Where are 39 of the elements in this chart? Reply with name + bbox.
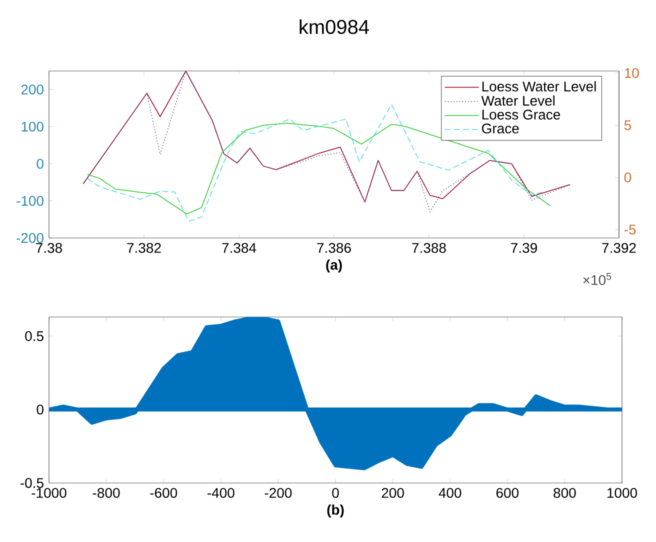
y-tick-label: 0 — [36, 158, 44, 169]
x-axis-title: (a) — [326, 260, 342, 273]
x-tick-label: 1000 — [607, 488, 638, 498]
y2-tick-label: 10 — [624, 68, 639, 78]
legend-label: Grace — [482, 124, 519, 134]
y-tick-label: 200 — [21, 84, 44, 95]
y2-tick-label: 5 — [624, 120, 632, 130]
x-tick-label: 7.38 — [36, 242, 62, 253]
legend-label: Loess Water Level — [482, 81, 596, 92]
y-tick-label: 0.5 — [25, 331, 44, 342]
line-series — [87, 122, 551, 214]
y-tick-label: 0 — [36, 404, 44, 415]
y-tick-label: 100 — [22, 122, 44, 132]
x-tick-label: 800 — [554, 488, 576, 498]
y-tick-label: -200 — [16, 233, 44, 243]
x-tick-label: -600 — [150, 488, 178, 498]
x-tick-label: 600 — [496, 488, 519, 498]
y2-tick-label: -5 — [624, 224, 636, 235]
x-tick-label: 200 — [382, 488, 404, 498]
x-tick-label: 7.392 — [602, 242, 636, 253]
x-tick-label: 400 — [438, 488, 462, 498]
x-tick-label: -200 — [264, 488, 292, 498]
y-tick-label: -0.5 — [20, 478, 44, 488]
x-tick-label: 7.388 — [412, 242, 446, 253]
chart-title: km0984 — [300, 19, 369, 34]
x-tick-label: 0 — [332, 488, 339, 498]
x-tick-label: 7.39 — [511, 242, 537, 253]
legend-label: Loess Grace — [482, 110, 560, 120]
x-tick-label: -1000 — [32, 488, 66, 498]
x-tick-label: -400 — [208, 488, 234, 498]
x-axis-title: (b) — [327, 504, 344, 518]
x-tick-label: 7.384 — [222, 242, 256, 253]
x-tick-label: 7.386 — [317, 242, 351, 253]
x-tick-label: -800 — [92, 488, 120, 498]
text: ×10$^{5}$ — [583, 272, 612, 286]
legend-label: Water Level — [481, 95, 555, 106]
y-tick-label: -100 — [16, 196, 44, 206]
y2-tick-label: 0 — [624, 172, 632, 182]
x-tick-label: 7.382 — [127, 242, 161, 253]
